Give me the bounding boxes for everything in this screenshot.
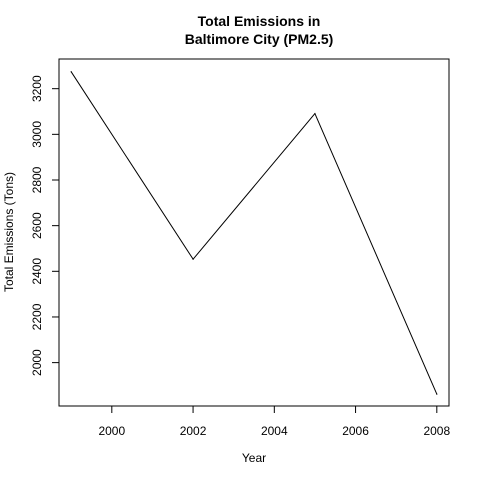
series-line [70, 71, 438, 395]
data-series [70, 71, 438, 395]
y-axis: 2000 2200 2400 2600 2800 3000 3200 [30, 75, 60, 376]
x-tick-label: 2006 [342, 424, 369, 438]
y-tick-label: 2200 [30, 303, 44, 330]
chart-title-line-1: Total Emissions in [198, 13, 321, 29]
x-tick-label: 2002 [180, 424, 207, 438]
x-tick-label: 2004 [261, 424, 288, 438]
y-tick-label: 2400 [30, 258, 44, 285]
y-tick-label: 3000 [30, 121, 44, 148]
x-tick-label: 2000 [98, 424, 125, 438]
y-axis-label: Total Emissions (Tons) [2, 172, 16, 292]
x-axis: 2000 2002 2004 2006 2008 [98, 405, 450, 438]
y-tick-label: 3200 [30, 75, 44, 102]
data-point [436, 393, 438, 395]
y-tick-label: 2000 [30, 349, 44, 376]
x-axis-label: Year [242, 451, 266, 465]
data-point [192, 258, 194, 260]
data-point [314, 112, 316, 115]
x-tick-label: 2008 [423, 424, 450, 438]
y-tick-label: 2600 [30, 212, 44, 239]
y-tick-label: 2800 [30, 166, 44, 193]
data-point [70, 71, 72, 73]
chart-title-line-2: Baltimore City (PM2.5) [185, 31, 334, 47]
